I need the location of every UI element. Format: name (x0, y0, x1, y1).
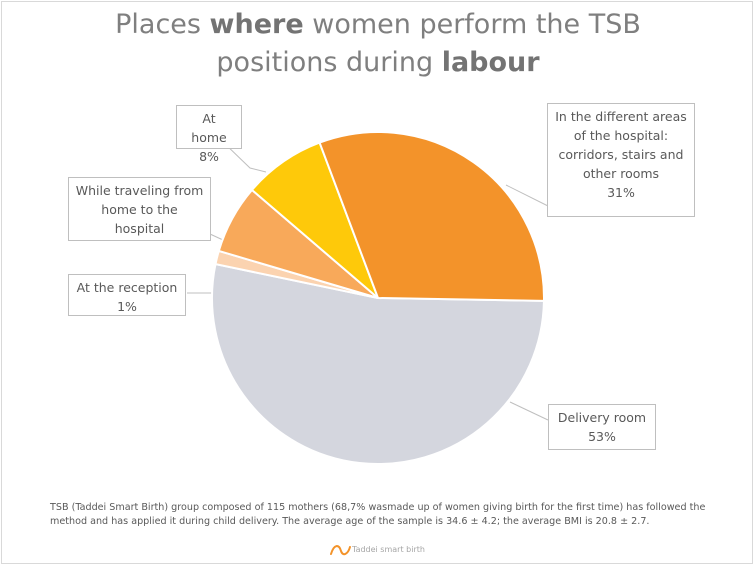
pie-slice-4 (318, 131, 545, 302)
label-at-home-name: At home (191, 111, 227, 145)
label-traveling-line-1: While traveling from (75, 183, 204, 198)
label-hospital-areas: In the different areas of the hospital: … (547, 103, 695, 217)
label-hospital-line-3: corridors, stairs and (558, 147, 684, 162)
label-delivery-name: Delivery room (557, 410, 647, 425)
label-hospital-line-4: other rooms (582, 166, 660, 181)
title-part-2: women perform the TSB (303, 9, 641, 40)
chart-title: Places where women perform the TSB positi… (0, 6, 756, 82)
taddei-logo-icon (330, 545, 351, 556)
label-delivery-pct: 53% (588, 429, 616, 444)
label-while-traveling: While traveling from home to the hospita… (68, 177, 211, 241)
title-part-0: Places (115, 9, 210, 40)
leader-line-hospital (505, 184, 549, 207)
title-part-1: where (209, 9, 304, 40)
pie-slice-0 (211, 262, 545, 466)
label-reception-pct: 1% (117, 299, 137, 314)
label-at-reception: At the reception 1% (68, 274, 186, 316)
leader-line-delivery (509, 401, 549, 421)
label-hospital-pct: 31% (607, 185, 635, 200)
leader-lines (187, 139, 549, 421)
label-at-home-pct: 8% (199, 149, 219, 164)
footnote: TSB (Taddei Smart Birth) group composed … (50, 502, 706, 527)
leader-line-home (220, 139, 267, 173)
title-part-5: labour (441, 47, 540, 78)
title-part-4: positions during (216, 47, 442, 78)
label-reception-name: At the reception (76, 280, 178, 295)
logo-text: Taddei smart birth (352, 545, 425, 554)
label-delivery-room: Delivery room 53% (548, 404, 656, 450)
pie-slices (211, 131, 545, 466)
leader-line-traveling (209, 233, 224, 241)
label-traveling-line-3: hospital (114, 221, 165, 236)
label-hospital-line-2: of the hospital: (573, 128, 669, 143)
label-traveling-line-2: home to the (101, 202, 178, 217)
label-hospital-line-1: In the different areas (555, 109, 687, 124)
label-at-home: At home 8% (176, 105, 242, 164)
